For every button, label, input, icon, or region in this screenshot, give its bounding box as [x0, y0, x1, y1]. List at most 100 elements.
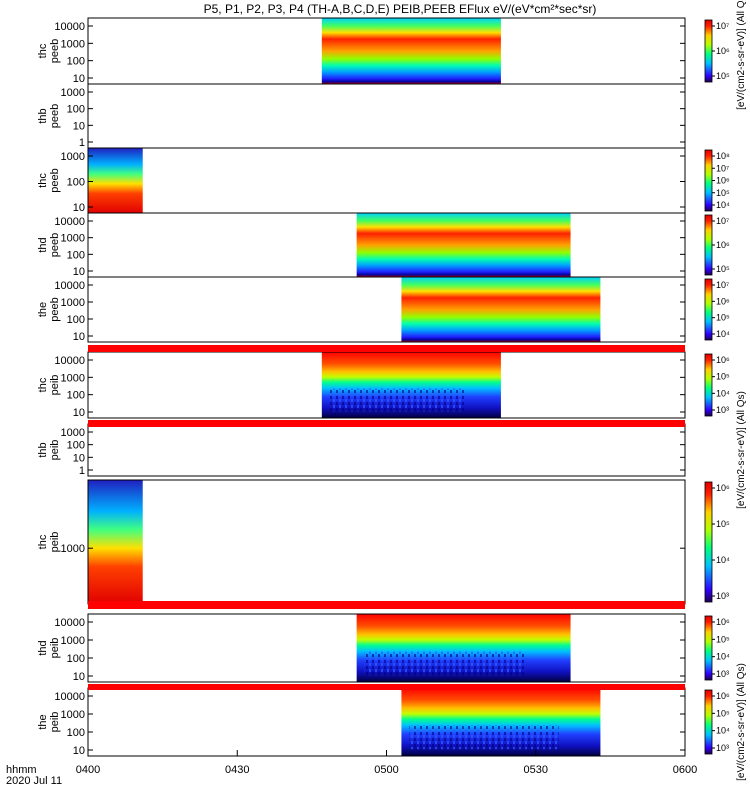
ytick-label: 100 — [67, 104, 85, 116]
ytick-label: 100 — [67, 314, 85, 326]
colorbar-tick-label: 10⁶ — [716, 240, 730, 250]
panel-thc-peeb-1: 10 100 1000 10000 thc peeb — [37, 17, 686, 85]
spectrogram-thc-peeb-1 — [321, 18, 501, 84]
panel-label: peeb — [49, 104, 61, 128]
panel-label: peib — [49, 638, 61, 659]
ytick-label: 1000 — [61, 233, 85, 245]
panel-label: peeb — [49, 233, 61, 257]
ytick-label: 10000 — [54, 617, 85, 629]
ytick-label: 1000 — [61, 38, 85, 50]
panel-label: peib — [49, 532, 61, 553]
colorbar-tick-label: 10³ — [716, 743, 729, 753]
separator-stripe — [88, 420, 685, 427]
spectrogram-thc-peeb-2 — [88, 148, 143, 213]
xtick-label: 0530 — [524, 764, 548, 776]
colorbar-tick-label: 10⁵ — [716, 188, 730, 198]
colorbar-thc-peib-2: 10³ 10⁴ 10⁵ 10⁶ — [704, 481, 730, 603]
panel-label: thc — [37, 43, 49, 58]
separator-stripe — [88, 345, 685, 352]
spectrogram-thd-peeb — [356, 213, 571, 277]
colorbar-tick-label: 10⁶ — [716, 617, 730, 627]
panel-thd-peib: 10 100 1000 10000 thd peib — [37, 613, 686, 683]
panel-frame-thc-peeb-2 — [87, 147, 686, 214]
panel-frame-the-peeb — [87, 276, 686, 343]
colorbar-gradient — [704, 19, 713, 83]
ytick-label: 10 — [73, 266, 85, 278]
colorbar-tick-label: 10⁸ — [716, 151, 730, 161]
panel-thc-peib-2: 1000 thc peib — [37, 479, 686, 605]
colorbar-gradient — [704, 214, 713, 276]
ytick-label: 10 — [73, 202, 85, 214]
colorbar-gradient — [704, 689, 713, 755]
colorbar-tick-label: 10⁶ — [716, 296, 730, 306]
colorbar-tick-label: 10⁵ — [716, 372, 730, 382]
colorbar-gradient — [704, 149, 713, 212]
ytick-label: 1000 — [61, 543, 85, 555]
ytick-label: 1000 — [61, 372, 85, 384]
ytick-label: 1 — [79, 465, 85, 477]
ytick-label: 10000 — [54, 355, 85, 367]
colorbar-gradient — [704, 278, 713, 341]
colorbar-the-peib: 10³ 10⁴ 10⁵ 10⁶ — [704, 689, 730, 755]
panel-thc-peib: 10 100 1000 10000 thc peib — [37, 351, 686, 419]
spectrogram-thc-peib-2 — [88, 480, 143, 604]
ytick-label: 1000 — [61, 635, 85, 647]
panel-label: thb — [37, 108, 49, 123]
panel-label: the — [37, 714, 49, 729]
colorbar-axis-label: [eV/(cm2-s-sr-eV)] (All Qs) — [736, 663, 747, 781]
panel-label: peib — [49, 440, 61, 461]
colorbar-tick-label: 10⁴ — [716, 555, 730, 565]
ytick-label: 100 — [67, 56, 85, 68]
separator-stripe — [88, 684, 685, 690]
colorbar-tick-label: 10⁵ — [716, 71, 730, 81]
ytick-label: 100 — [67, 653, 85, 665]
panel-label: thc — [37, 377, 49, 392]
spectrogram-the-peeb — [401, 277, 601, 342]
colorbar-the-peeb: 10⁴ 10⁵ 10⁶ 10⁷ — [704, 278, 730, 341]
ytick-label: 1000 — [61, 297, 85, 309]
colorbar-tick-label: 10⁶ — [716, 483, 730, 493]
panel-label: thd — [37, 237, 49, 252]
ytick-label: 10000 — [54, 216, 85, 228]
panel-label: thb — [37, 442, 49, 457]
ytick-label: 10000 — [54, 21, 85, 33]
xtick-label: 0430 — [225, 764, 249, 776]
ytick-label: 100 — [67, 440, 85, 452]
separator-stripe — [88, 601, 685, 609]
chart-title: P5, P1, P2, P3, P4 (TH-A,B,C,D,E) PEIB,P… — [204, 2, 597, 16]
spectrogram-noise-thc-peib — [329, 388, 465, 412]
colorbar-axis-label: [eV/(cm2-s-sr-eV)] (All Qs) — [736, 391, 747, 509]
ytick-label: 1000 — [61, 427, 85, 439]
colorbar-tick-label: 10⁵ — [716, 313, 730, 323]
ytick-label: 10 — [73, 73, 85, 85]
colorbar-thc-peeb-2: 10⁴ 10⁵ 10⁶ 10⁷ 10⁸ — [704, 149, 730, 212]
colorbar-thd-peib: 10³ 10⁴ 10⁵ 10⁶ — [704, 615, 730, 681]
colorbar-tick-label: 10⁵ — [716, 634, 730, 644]
ytick-label: 10 — [73, 407, 85, 419]
spectrogram-noise-thd-peib — [364, 651, 526, 676]
panel-frame-thd-peib — [87, 613, 686, 683]
ytick-label: 10 — [73, 331, 85, 343]
ytick-label: 1000 — [61, 151, 85, 163]
colorbar-tick-label: 10⁵ — [716, 264, 730, 274]
panel-thb-peeb: 1 10 100 1000 thb peeb — [37, 83, 686, 149]
panel-label: peeb — [49, 39, 61, 63]
xtick-label: 0500 — [374, 764, 398, 776]
panel-label: peib — [49, 712, 61, 733]
colorbar-tick-label: 10⁷ — [716, 280, 729, 290]
panel-frame-thc-peib-2 — [87, 479, 686, 605]
panel-label: peib — [49, 375, 61, 396]
xtick-label: 0600 — [673, 764, 697, 776]
panel-the-peib: 10 100 1000 10000 the peib — [37, 687, 686, 757]
colorbar-tick-label: 10⁴ — [716, 329, 730, 339]
colorbar-tick-label: 10³ — [716, 591, 729, 601]
colorbar-tick-label: 10⁴ — [716, 200, 730, 210]
ytick-label: 10 — [73, 745, 85, 757]
colorbar-tick-label: 10⁴ — [716, 726, 730, 736]
colorbar-axis-label: [eV/(cm2-s-sr-eV)] (All Qs) — [736, 0, 747, 110]
colorbar-thd-peeb: 10⁵ 10⁶ 10⁷ — [704, 214, 730, 276]
colorbar-tick-label: 10⁷ — [716, 216, 729, 226]
